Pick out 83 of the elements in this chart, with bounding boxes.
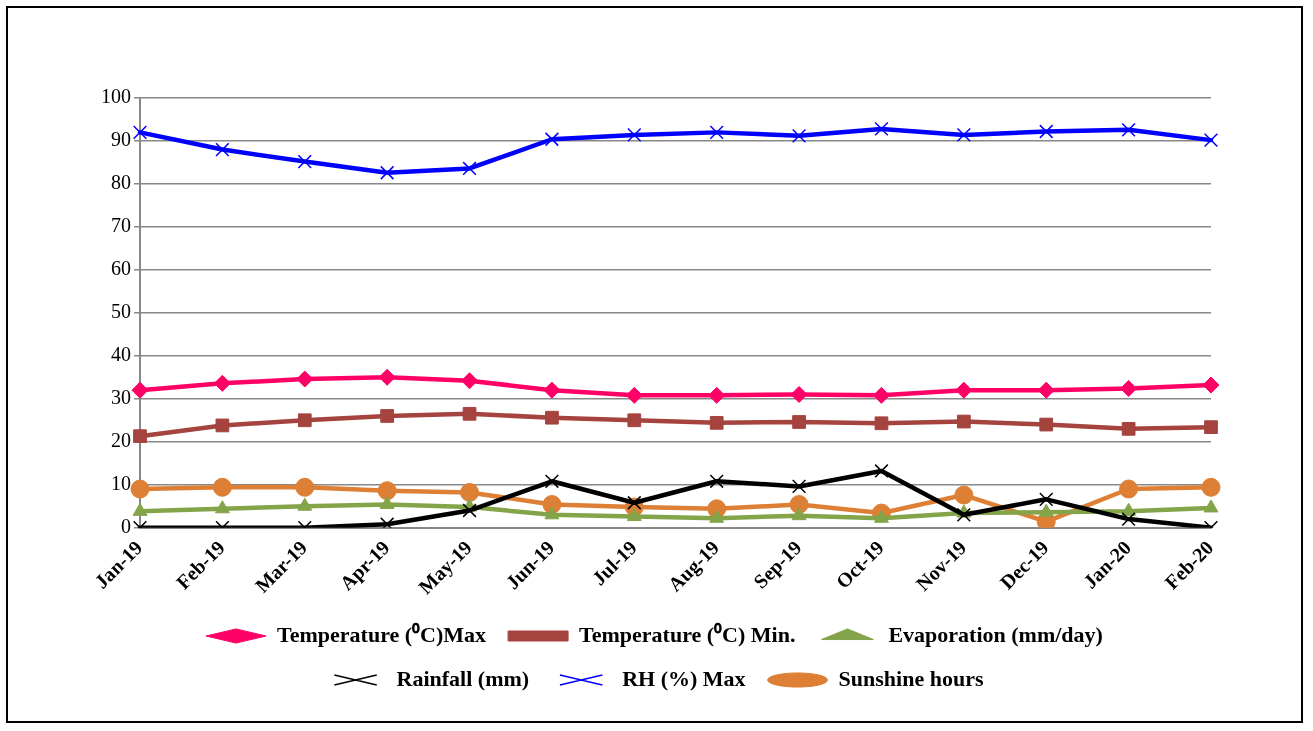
point xyxy=(709,415,724,430)
legend-label: Evaporation (mm/day) xyxy=(888,621,1103,647)
point xyxy=(956,414,971,429)
point xyxy=(544,474,560,489)
point xyxy=(132,502,148,516)
point xyxy=(627,127,642,143)
legend-label: Temperature (⁰C)Max xyxy=(277,621,487,647)
point xyxy=(295,477,315,497)
point xyxy=(1119,479,1139,499)
point xyxy=(709,474,724,489)
point xyxy=(462,503,477,518)
point xyxy=(297,413,312,428)
point xyxy=(215,418,230,433)
point xyxy=(1039,124,1054,139)
point xyxy=(460,482,480,502)
y-tick-label: 50 xyxy=(111,300,131,323)
point xyxy=(1121,422,1136,436)
point xyxy=(213,374,231,392)
point xyxy=(874,463,889,479)
point xyxy=(214,500,230,514)
point xyxy=(792,415,806,429)
y-tick-label: 30 xyxy=(111,386,131,409)
point xyxy=(709,125,724,140)
point xyxy=(215,142,230,157)
legend-label: Sunshine hours xyxy=(838,665,984,691)
point xyxy=(625,386,643,404)
point xyxy=(1039,417,1054,432)
point xyxy=(544,132,560,147)
point xyxy=(956,127,971,143)
point xyxy=(462,406,477,421)
point xyxy=(131,381,149,399)
point xyxy=(380,165,395,180)
y-tick-label: 80 xyxy=(111,171,131,194)
y-tick-label: 10 xyxy=(111,471,131,494)
point xyxy=(462,161,477,176)
point xyxy=(1203,133,1219,148)
point xyxy=(543,381,561,399)
point xyxy=(1038,503,1054,517)
point xyxy=(378,368,396,386)
point xyxy=(461,372,479,390)
point xyxy=(874,416,889,431)
point xyxy=(380,517,395,528)
point xyxy=(1121,122,1136,137)
point xyxy=(1120,379,1138,397)
y-tick-label: 60 xyxy=(111,257,131,280)
point xyxy=(954,485,974,505)
y-tick-label: 0 xyxy=(121,514,131,537)
point xyxy=(212,477,232,497)
point xyxy=(1039,492,1054,507)
legend-label: Rainfall (mm) xyxy=(396,665,530,691)
y-tick-label: 40 xyxy=(111,343,131,366)
y-tick-label: 70 xyxy=(111,214,131,237)
point xyxy=(297,154,312,169)
point xyxy=(790,385,808,403)
point xyxy=(544,506,560,520)
legend-label: Temperature (⁰C) Min. xyxy=(579,621,796,647)
y-tick-label: 100 xyxy=(101,85,131,108)
point xyxy=(709,509,725,523)
point xyxy=(379,495,395,509)
point xyxy=(1204,420,1218,435)
point xyxy=(377,481,397,501)
point xyxy=(130,479,150,499)
point xyxy=(297,497,313,511)
point xyxy=(1121,511,1136,527)
point xyxy=(874,121,889,137)
point xyxy=(791,128,807,143)
point xyxy=(1203,499,1219,513)
y-tick-label: 90 xyxy=(111,128,131,151)
point xyxy=(956,507,971,522)
point xyxy=(791,479,807,494)
point xyxy=(626,508,642,522)
point xyxy=(627,413,642,428)
point xyxy=(380,409,395,423)
point xyxy=(789,494,809,514)
point xyxy=(133,429,147,444)
y-tick-label: 20 xyxy=(111,429,131,451)
point xyxy=(1201,477,1221,497)
point xyxy=(1121,502,1137,516)
legend-label: RH (%) Max xyxy=(622,665,746,691)
point xyxy=(132,125,148,140)
point xyxy=(627,495,642,510)
point xyxy=(791,507,807,521)
point xyxy=(545,410,559,425)
